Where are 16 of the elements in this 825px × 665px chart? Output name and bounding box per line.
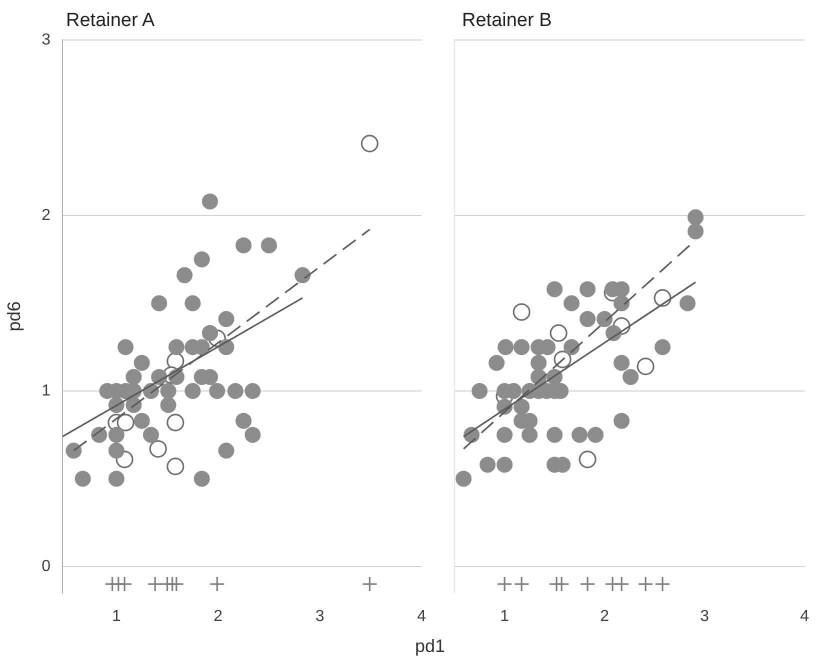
x-tick-label: 4: [800, 608, 810, 625]
y-tick-label: 2: [42, 206, 51, 224]
y-tick-label: 3: [42, 31, 51, 48]
y-tick-label: 0: [42, 558, 51, 575]
chart-title: Retainer B: [462, 10, 552, 32]
chart-title: Retainer A: [66, 10, 155, 32]
x-axis-title: pd1: [414, 636, 446, 657]
x-tick-label: 1: [500, 608, 510, 625]
x-tick-label: 3: [315, 608, 324, 625]
x-tick-label: 2: [600, 608, 610, 625]
y-tick-label: 1: [42, 382, 51, 400]
y-axis-title: pd6: [4, 301, 24, 332]
x-tick-label: 4: [417, 608, 426, 625]
x-tick-label: 1: [112, 608, 121, 625]
x-tick-label: 3: [700, 608, 710, 625]
x-tick-label: 2: [214, 608, 223, 625]
